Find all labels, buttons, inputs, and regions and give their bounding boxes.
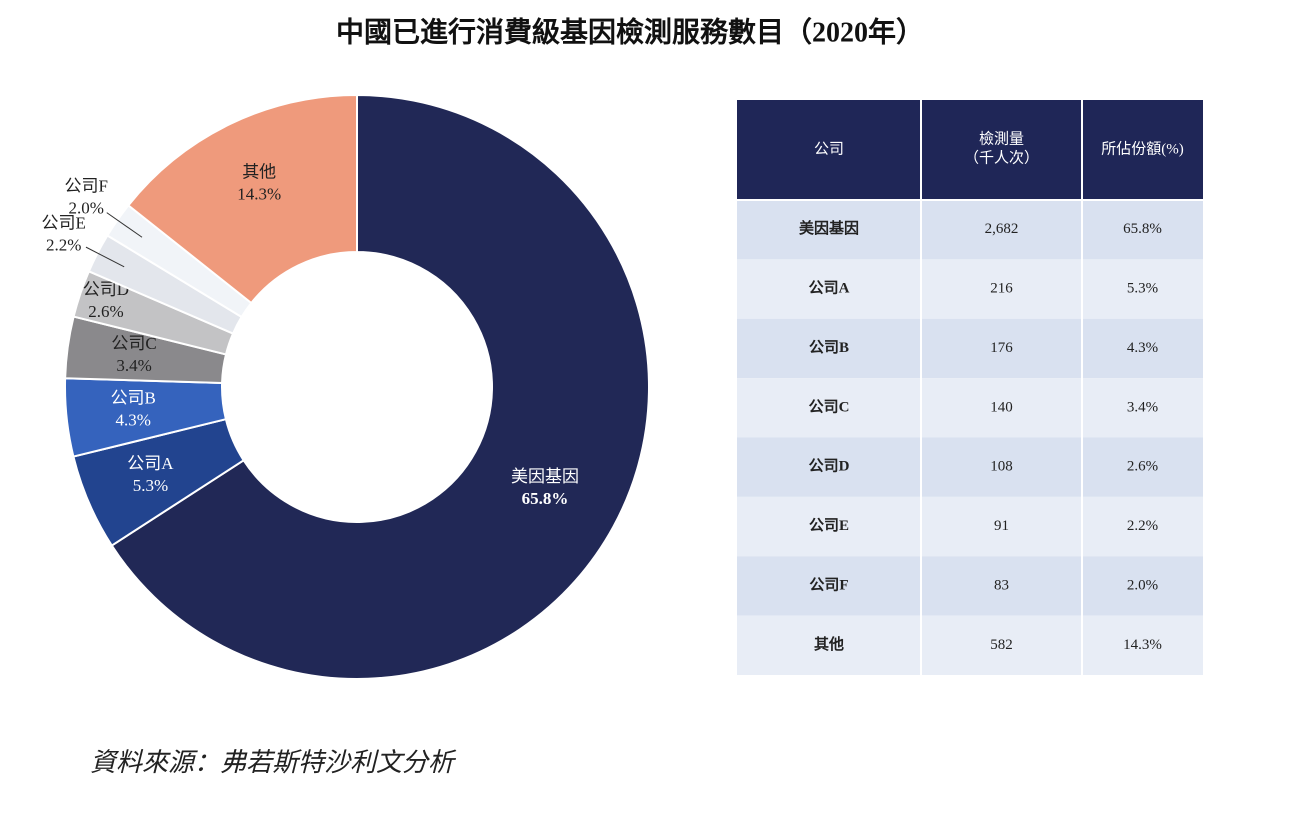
slice-label: 其他 [242, 162, 276, 181]
table-header: 所佔份額(%) [1101, 140, 1184, 157]
slice-label: 公司C [111, 334, 156, 353]
donut-slice [126, 93, 358, 305]
leader-line [85, 246, 125, 268]
chart-title: 中國已進行消費級基因檢測服務數目（2020年） [336, 15, 924, 48]
table-row-bg [737, 496, 1203, 557]
table-row-bg [737, 615, 1203, 675]
table-cell: 108 [990, 459, 1013, 475]
table-cell: 65.8% [1123, 221, 1162, 237]
slice-label: 公司F [64, 176, 107, 195]
table-row-bg [737, 437, 1203, 497]
table-cell: 582 [990, 637, 1013, 653]
table-row-bg [737, 200, 1203, 260]
table-header: （千人次） [964, 149, 1039, 166]
table-cell: 83 [994, 577, 1009, 593]
table-cell: 216 [990, 281, 1013, 297]
table-header: 公司 [814, 141, 844, 157]
slice-value-label: 5.3% [133, 476, 168, 495]
table-cell: 2.0% [1127, 577, 1158, 593]
slice-value-label: 2.6% [88, 302, 123, 321]
slice-label: 公司E [42, 214, 86, 233]
slice-value-label: 65.8% [522, 489, 569, 508]
table-cell: 美因基因 [799, 219, 859, 237]
table-cell: 2.2% [1127, 518, 1158, 534]
slice-value-label: 4.3% [116, 411, 151, 430]
table-cell: 公司B [809, 339, 849, 356]
table-cell: 176 [990, 340, 1013, 356]
table-row-bg [737, 259, 1203, 319]
table-header-bg [737, 100, 1203, 200]
table-cell: 公司E [809, 517, 849, 534]
table-cell: 公司A [809, 280, 850, 297]
slice-label: 美因基因 [511, 467, 579, 486]
slice-label: 公司A [127, 454, 174, 473]
slice-label: 公司B [111, 389, 156, 408]
table-cell: 140 [990, 399, 1013, 415]
slice-value-label: 14.3% [237, 184, 281, 203]
table-cell: 4.3% [1127, 340, 1158, 356]
slice-value-label: 2.2% [46, 236, 81, 255]
source-note: 資料來源：弗若斯特沙利文分析 [90, 748, 457, 777]
table-cell: 5.3% [1127, 281, 1158, 297]
donut-slice [110, 93, 650, 680]
table-header: 檢測量 [979, 130, 1024, 147]
slice-label: 公司D [83, 280, 129, 299]
table-cell: 其他 [814, 635, 844, 653]
table-cell: 公司D [809, 458, 850, 475]
table-row-bg [737, 318, 1203, 379]
table-row-bg [737, 378, 1203, 438]
table-cell: 2.6% [1127, 459, 1158, 475]
table-cell: 公司F [809, 576, 848, 593]
table-row-bg [737, 556, 1203, 616]
table-cell: 公司C [809, 398, 850, 415]
slice-value-label: 3.4% [116, 356, 151, 375]
table-cell: 14.3% [1123, 637, 1162, 653]
table-cell: 91 [994, 518, 1009, 534]
table-cell: 2,682 [985, 221, 1019, 237]
slice-value-label: 2.0% [69, 198, 104, 217]
leader-line [106, 212, 143, 238]
table-cell: 3.4% [1127, 399, 1158, 415]
